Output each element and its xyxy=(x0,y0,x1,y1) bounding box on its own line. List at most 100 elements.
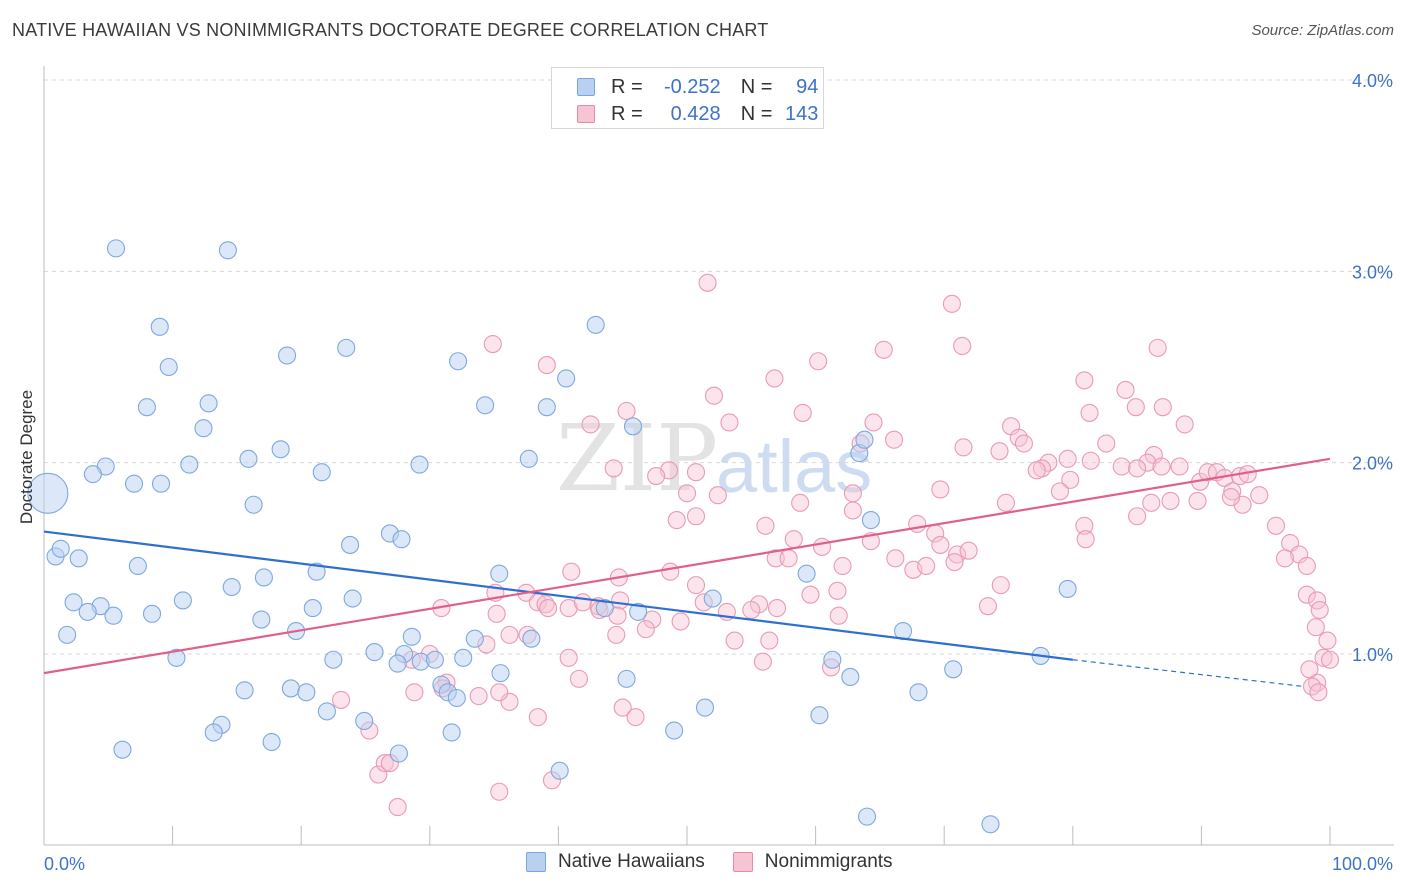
legend-series-name: Nonimmigrants xyxy=(764,851,893,872)
nonimmigrants-point xyxy=(1223,482,1242,501)
nonimmigrants-point xyxy=(1153,398,1172,417)
native-hawaiians-point xyxy=(113,740,132,759)
nonimmigrants-point xyxy=(626,708,645,727)
grid xyxy=(44,79,1394,655)
nonimmigrants-point xyxy=(953,336,972,356)
nonimmigrants-point xyxy=(581,415,600,434)
native-hawaiians-point xyxy=(150,317,169,336)
native-hawaiians-point xyxy=(402,627,421,646)
native-hawaiians-point xyxy=(281,679,300,698)
native-hawaiians-point xyxy=(410,455,429,474)
nonimmigrants-point xyxy=(801,585,820,604)
native-hawaiians-point xyxy=(981,815,1000,834)
y-tick-label: 4.0% xyxy=(1352,71,1393,91)
watermark: ZIP atlas xyxy=(556,405,872,512)
nonimmigrants-point xyxy=(1250,486,1269,505)
native-hawaiians-point xyxy=(389,744,408,763)
legend-r-value: -0.252 xyxy=(663,75,721,98)
legend-series-name: Native Hawaiians xyxy=(558,851,705,872)
axes xyxy=(43,66,1394,846)
native-hawaiians-point xyxy=(124,474,144,493)
native-hawaiians-point xyxy=(491,664,510,683)
nonimmigrants-point xyxy=(1266,516,1286,535)
native-hawaiians-point xyxy=(58,625,77,644)
native-hawaiians-point xyxy=(810,706,829,725)
native-hawaiians-point xyxy=(104,606,123,625)
nonimmigrants-point xyxy=(1221,488,1241,507)
native-hawaiians-point xyxy=(522,629,541,648)
native-hawaiians-point xyxy=(312,463,331,482)
native-hawaiians-point xyxy=(173,591,192,610)
native-hawaiians-point xyxy=(355,711,374,731)
nonimmigrants-point xyxy=(760,631,779,650)
native-hawaiians-point xyxy=(303,599,322,618)
nonimmigrants-point xyxy=(996,493,1015,512)
nonimmigrants-point xyxy=(765,369,784,388)
nonimmigrants-point xyxy=(607,625,626,644)
native-hawaiians-point xyxy=(204,723,223,742)
legend-row-nonimmigrants: R = 0.428 N = 143 xyxy=(577,101,818,127)
native-hawaiians-point xyxy=(317,702,336,721)
nonimmigrants-point xyxy=(884,430,904,449)
y-tick-label: 2.0% xyxy=(1352,454,1393,474)
native-hawaiians-point xyxy=(297,683,316,702)
nonimmigrants-point xyxy=(1027,461,1046,480)
trend-lines xyxy=(43,457,1331,688)
legend-swatch-blue xyxy=(577,78,595,96)
legend-r-label: R = xyxy=(611,102,643,125)
y-tick-label: 1.0% xyxy=(1352,645,1393,665)
native-hawaiians-point xyxy=(490,564,509,583)
nonimmigrants-point xyxy=(483,334,502,354)
legend-n-value: 94 xyxy=(796,75,819,98)
legend-n-value: 143 xyxy=(785,102,819,125)
native-hawaiians-point xyxy=(128,556,147,576)
watermark-atlas: atlas xyxy=(716,425,872,508)
nonimmigrants-point xyxy=(698,273,717,292)
nonimmigrants-point xyxy=(945,553,964,572)
nonimmigrants-point xyxy=(1075,371,1094,390)
nonimmigrants-point xyxy=(1300,660,1319,679)
nonimmigrants-point xyxy=(908,514,927,533)
nonimmigrants-point xyxy=(1009,428,1028,447)
native-hawaiians-point xyxy=(337,338,356,357)
nonimmigrants-point xyxy=(643,610,662,629)
nonimmigrants-point xyxy=(874,340,893,359)
nonimmigrants-point xyxy=(793,403,812,422)
native-hawaiians-point xyxy=(252,610,271,629)
chart-title: NATIVE HAWAIIAN VS NONIMMIGRANTS DOCTORA… xyxy=(12,20,769,40)
native-hawaiians-point xyxy=(519,449,538,468)
native-hawaiians-point xyxy=(365,643,384,662)
nonimmigrants-point xyxy=(1188,491,1207,510)
nonimmigrants-points xyxy=(332,273,1340,817)
native-hawaiians-point xyxy=(83,465,102,484)
nonimmigrants-point xyxy=(1050,482,1069,501)
native-hawaiians-point xyxy=(167,648,186,667)
nonimmigrants-point xyxy=(779,549,798,568)
legend-item-nonimmigrants: Nonimmigrants xyxy=(732,851,893,873)
nonimmigrants-point xyxy=(686,507,706,526)
nonimmigrants-point xyxy=(1152,457,1171,476)
nonimmigrants-point xyxy=(1320,650,1340,669)
nonimmigrants-point xyxy=(812,537,832,556)
native-hawaiians-point xyxy=(343,589,362,608)
nonimmigrants-point xyxy=(537,356,556,375)
nonimmigrants-point xyxy=(1175,415,1194,434)
nonimmigrants-point xyxy=(1142,493,1161,512)
native-hawaiians-point xyxy=(239,449,258,468)
nonimmigrants-point xyxy=(528,708,547,727)
nonimmigrants-trend-line xyxy=(43,457,1331,675)
legend-n-label: N = xyxy=(740,75,773,98)
nonimmigrants-point xyxy=(1297,585,1316,604)
native-hawaiians-point xyxy=(142,604,162,623)
nonimmigrants-point xyxy=(766,549,785,568)
nonimmigrants-point xyxy=(843,501,862,520)
nonimmigrants-point xyxy=(559,648,578,667)
native-hawaiians-point xyxy=(324,650,343,669)
nonimmigrants-point xyxy=(1128,459,1147,478)
nonimmigrants-point xyxy=(500,625,519,644)
nonimmigrants-point xyxy=(1310,600,1329,620)
y-tick-label: 3.0% xyxy=(1352,262,1393,282)
nonimmigrants-point xyxy=(828,581,847,600)
native-hawaiians-trend-extension xyxy=(1072,659,1305,688)
nonimmigrants-point xyxy=(369,765,388,784)
